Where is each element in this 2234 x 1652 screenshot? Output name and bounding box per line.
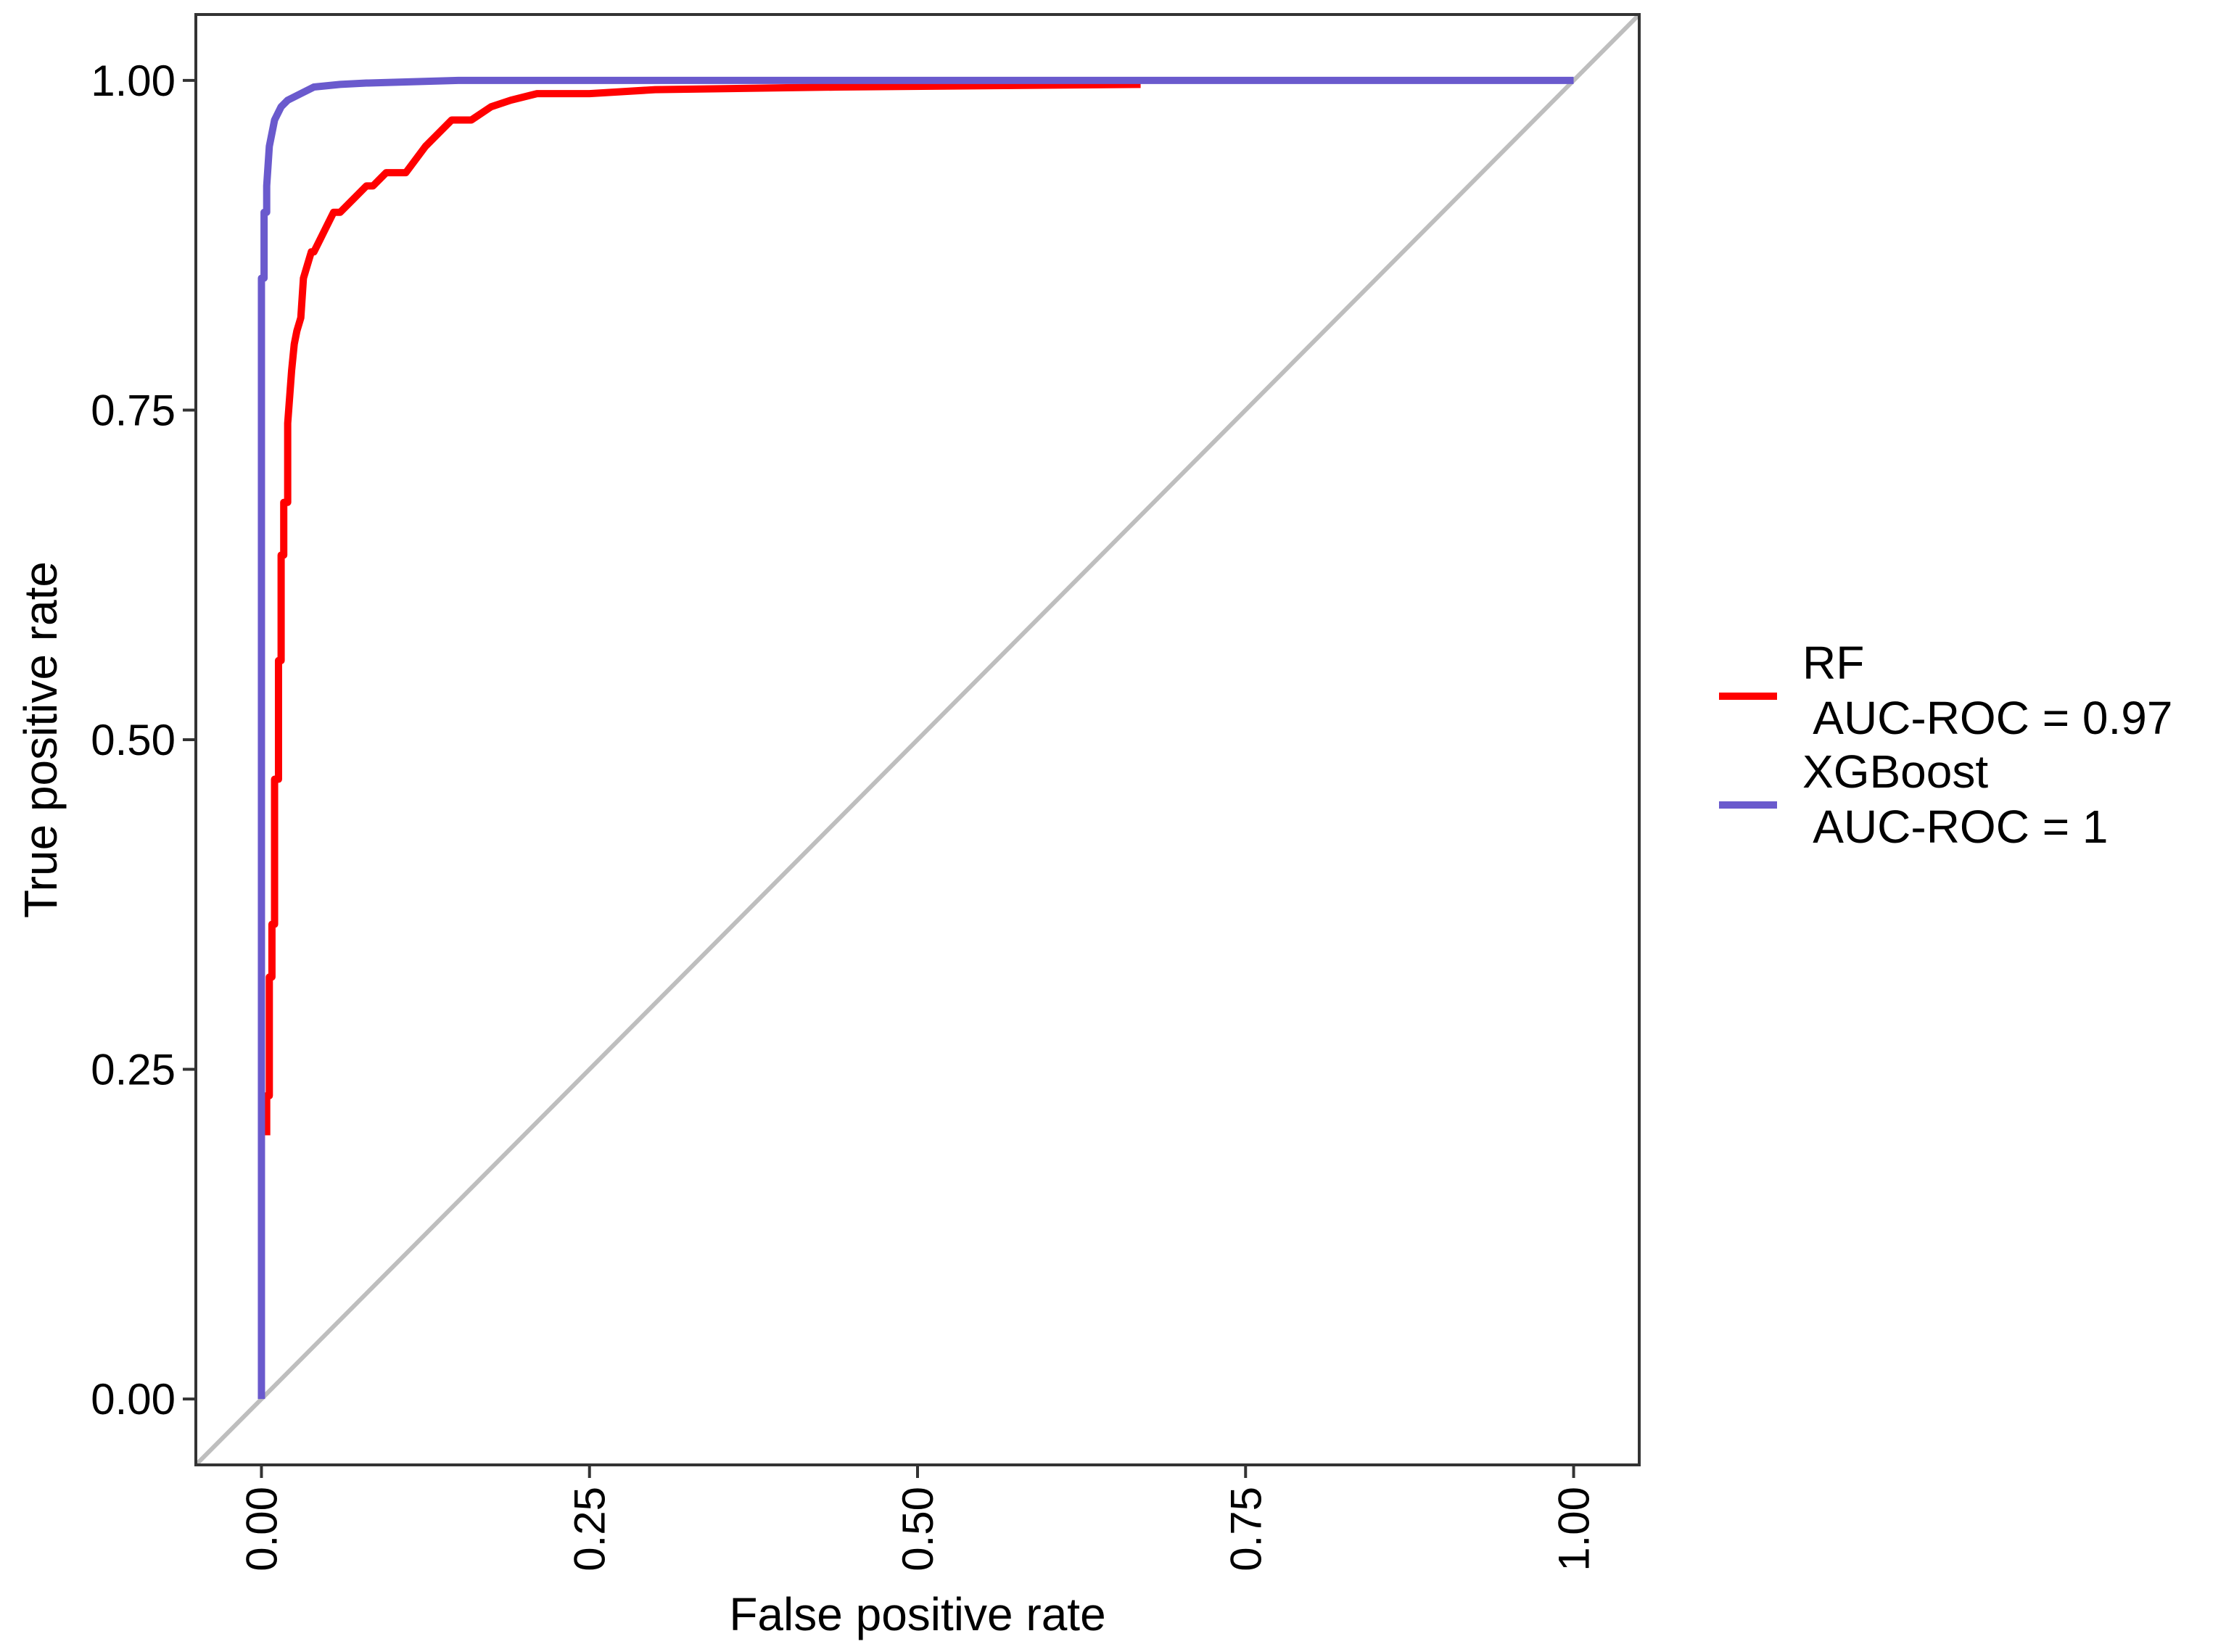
y-tick-label: 0.00: [91, 1375, 176, 1424]
y-tick-label: 0.25: [91, 1046, 176, 1094]
x-axis: 0.00 0.25 0.50 0.75 1.00: [237, 1465, 1599, 1572]
x-tick-label: 1.00: [1550, 1487, 1599, 1572]
reference-diagonal-line: [196, 15, 1639, 1465]
series-line-xgboost: [257, 76, 1574, 1400]
legend-label: AUC-ROC = 1: [1802, 801, 2108, 853]
x-tick-label: 0.75: [1221, 1487, 1270, 1572]
plot-area: [196, 15, 1639, 1465]
x-tick-label: 0.00: [237, 1487, 286, 1572]
legend-label: RF: [1802, 637, 1864, 689]
y-tick-label: 1.00: [91, 57, 176, 105]
series-line-rf: [263, 80, 1141, 1136]
y-tick-label: 0.75: [91, 386, 176, 434]
legend-label: AUC-ROC = 0.97: [1802, 692, 2172, 744]
x-tick-label: 0.25: [566, 1487, 614, 1572]
y-axis: 0.00 0.25 0.50 0.75 1.00: [91, 57, 196, 1424]
x-axis-title: False positive rate: [729, 1588, 1105, 1640]
y-axis-title: True positive rate: [15, 561, 67, 918]
y-tick-label: 0.50: [91, 716, 176, 764]
legend-label: XGBoost: [1802, 746, 1988, 798]
x-tick-label: 0.50: [894, 1487, 942, 1572]
